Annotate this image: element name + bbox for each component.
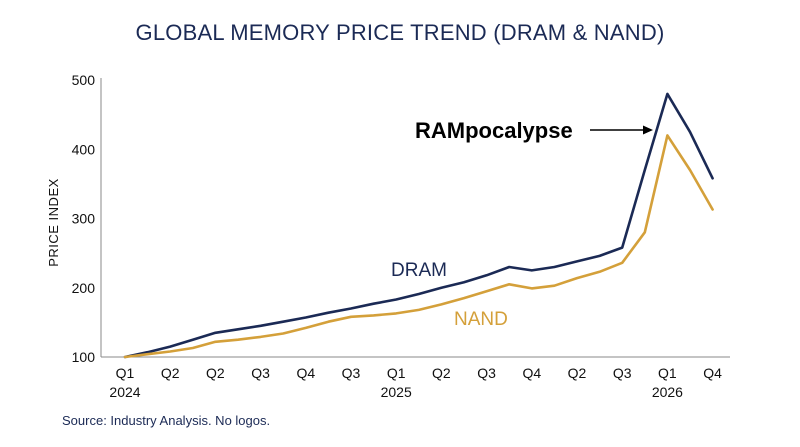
annotation-arrow-head — [643, 125, 653, 135]
annotation: RAMpocalypse — [415, 118, 653, 143]
y-tick-label: 200 — [72, 280, 96, 296]
x-axis-ticks: Q1 Q2 Q2 Q3 Q4 Q3 Q1 Q2 Q3 Q4 Q2 Q3 Q1 Q4 2024 2025 2026 — [109, 365, 722, 400]
series-labels: DRAM NAND — [391, 260, 508, 330]
x-tick-label: Q3 — [342, 365, 361, 381]
series-line-nand — [123, 134, 714, 359]
x-tick-label: Q3 — [477, 365, 496, 381]
y-tick-label: 500 — [72, 72, 96, 88]
x-tick-label: Q2 — [161, 365, 180, 381]
x-year-label: 2026 — [652, 384, 683, 400]
y-axis-label: PRICE INDEX — [46, 178, 61, 267]
x-tick-label: Q2 — [568, 365, 587, 381]
source-note: Source: Industry Analysis. No logos. — [62, 413, 271, 428]
y-tick-label: 300 — [72, 211, 96, 227]
axes — [100, 78, 730, 358]
y-tick-label: 100 — [72, 349, 96, 365]
y-axis-ticks: 100 200 300 400 500 PRICE INDEX — [46, 72, 95, 365]
x-tick-label: Q1 — [658, 365, 677, 381]
series-label-nand: NAND — [454, 309, 508, 330]
x-year-label: 2025 — [381, 384, 412, 400]
series-line-dram — [123, 92, 714, 359]
series-label-dram: DRAM — [391, 260, 447, 281]
x-tick-label: Q3 — [613, 365, 632, 381]
x-tick-label: Q2 — [206, 365, 225, 381]
x-tick-label: Q1 — [116, 365, 135, 381]
chart-title: GLOBAL MEMORY PRICE TREND (DRAM & NAND) — [135, 20, 665, 45]
x-tick-label: Q3 — [251, 365, 270, 381]
annotation-label: RAMpocalypse — [415, 118, 573, 143]
x-tick-label: Q1 — [387, 365, 406, 381]
series-lines — [123, 92, 714, 359]
x-tick-label: Q4 — [296, 365, 315, 381]
x-tick-label: Q4 — [522, 365, 541, 381]
y-tick-label: 400 — [72, 141, 96, 157]
x-tick-label: Q2 — [432, 365, 451, 381]
x-tick-label: Q4 — [703, 365, 722, 381]
x-year-label: 2024 — [109, 384, 140, 400]
